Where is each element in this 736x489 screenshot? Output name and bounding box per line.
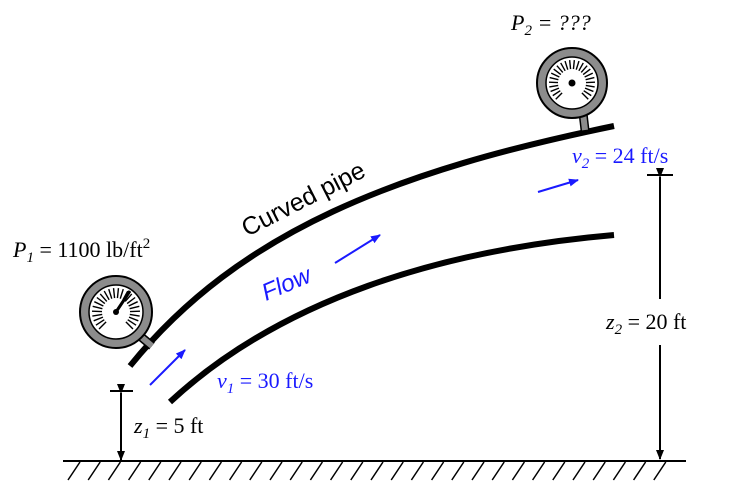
pipe-lower-wall: [167, 232, 615, 405]
v2-label: v2 = 24 ft/s: [572, 143, 668, 172]
flow-arrow-icon: [334, 234, 381, 264]
dimension-arrow-icon: [110, 384, 133, 461]
flow-label: Flow: [258, 261, 317, 306]
pipe-upper-wall: [127, 123, 615, 368]
flow-arrow-icon: [537, 178, 579, 193]
pressure-gauge-icon: [536, 47, 608, 131]
ground-hatch-icon: [67, 461, 667, 481]
flow-arrow-icon: [149, 349, 186, 386]
v1-label: v1 = 30 ft/s: [217, 368, 313, 397]
dimension-arrow-icon: [647, 168, 673, 460]
pressure-gauge-icon: [79, 275, 155, 350]
p1-label: P1 = 1100 lb/ft2: [12, 236, 150, 266]
z2-label: z2 = 20 ft: [605, 309, 686, 338]
p2-label: P2 = ???: [510, 10, 591, 39]
z1-label: z1 = 5 ft: [133, 413, 203, 442]
